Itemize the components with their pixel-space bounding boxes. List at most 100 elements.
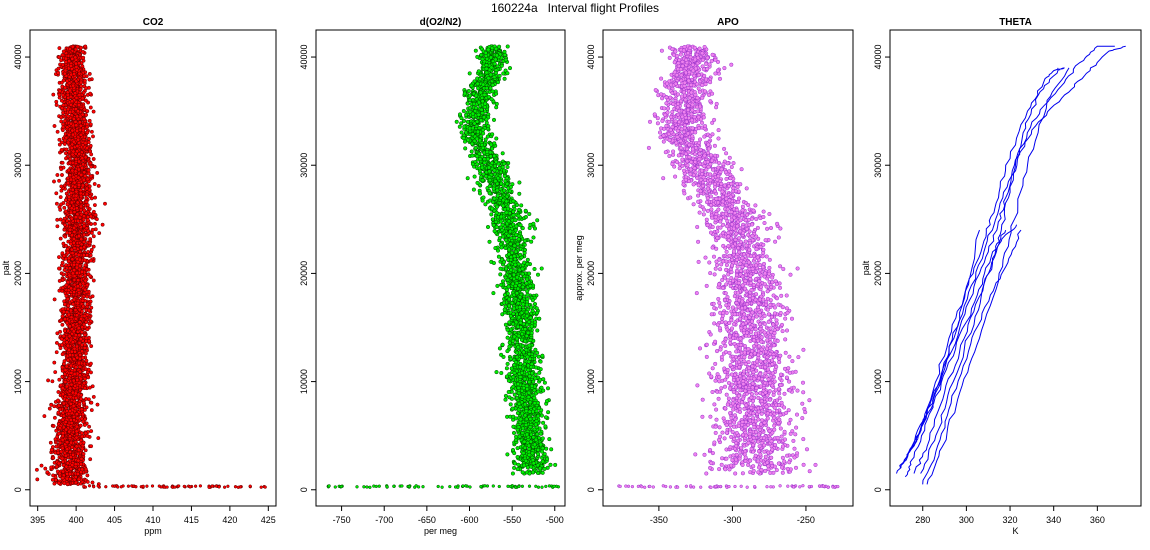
data-point — [74, 79, 79, 84]
data-point — [79, 342, 84, 347]
data-point — [69, 315, 74, 320]
data-point — [83, 155, 88, 160]
data-point — [507, 66, 513, 71]
data-point — [64, 340, 69, 345]
data-point — [66, 114, 71, 119]
data-point — [78, 337, 83, 341]
data-point — [70, 257, 75, 262]
data-point — [72, 297, 77, 302]
data-point — [66, 358, 71, 362]
data-point — [75, 301, 80, 306]
data-point — [61, 401, 66, 406]
data-point — [84, 200, 89, 204]
data-point — [75, 200, 80, 205]
data-point — [62, 268, 67, 272]
data-point — [80, 325, 85, 330]
data-point — [77, 222, 82, 227]
data-point — [67, 266, 72, 271]
data-point — [47, 406, 52, 411]
data-point — [145, 484, 149, 488]
data-point — [63, 379, 68, 384]
data-point — [39, 463, 44, 468]
data-point — [157, 484, 161, 488]
data-point — [60, 365, 65, 370]
data-point — [71, 323, 76, 328]
data-point — [74, 313, 79, 318]
data-point — [83, 263, 88, 268]
data-point — [62, 71, 67, 76]
data-point — [454, 119, 459, 124]
data-point — [89, 129, 94, 134]
data-point — [93, 195, 98, 200]
data-point — [57, 46, 62, 51]
data-point — [63, 368, 68, 373]
data-point — [177, 484, 181, 488]
data-point — [64, 283, 69, 288]
data-point — [68, 434, 72, 439]
data-point — [527, 211, 532, 217]
data-point — [66, 181, 71, 186]
data-point — [64, 384, 69, 389]
data-point — [88, 457, 93, 462]
data-point — [82, 117, 87, 122]
data-point — [64, 243, 69, 248]
data-point — [90, 294, 95, 299]
data-point — [71, 329, 76, 334]
data-point — [73, 335, 78, 340]
data-point — [65, 447, 70, 452]
data-point — [86, 140, 91, 145]
data-point — [85, 473, 90, 478]
data-point — [85, 327, 90, 332]
data-point — [87, 385, 92, 390]
data-point — [75, 471, 80, 476]
data-point — [62, 359, 67, 364]
x-tick-label: 425 — [261, 515, 276, 525]
data-point — [505, 361, 510, 366]
data-point — [72, 71, 77, 76]
data-point — [495, 283, 500, 288]
data-point — [87, 184, 92, 189]
data-point — [86, 171, 91, 176]
data-point — [76, 477, 81, 482]
x-tick-label: 400 — [69, 515, 84, 525]
data-point — [71, 132, 75, 137]
data-point — [79, 45, 83, 50]
data-point — [81, 400, 86, 405]
data-point — [77, 183, 82, 188]
data-point — [70, 463, 75, 468]
data-point — [45, 470, 50, 475]
data-point — [61, 309, 66, 314]
data-point — [60, 392, 65, 397]
data-point — [96, 484, 100, 488]
data-point — [69, 440, 74, 445]
data-point — [65, 482, 70, 487]
data-point — [69, 382, 74, 387]
data-point — [95, 170, 100, 175]
data-point — [63, 118, 67, 123]
data-point — [69, 206, 74, 211]
data-point — [60, 62, 65, 67]
data-point — [67, 81, 72, 86]
data-point — [71, 83, 76, 88]
data-point — [74, 265, 79, 270]
data-point — [60, 417, 65, 422]
data-point — [66, 140, 71, 145]
data-point — [81, 55, 86, 60]
data-point — [81, 451, 86, 456]
data-point — [55, 129, 60, 134]
data-point — [494, 136, 499, 141]
data-point — [54, 103, 59, 107]
data-point — [60, 456, 65, 461]
data-point — [73, 91, 78, 96]
data-point — [60, 386, 65, 391]
data-point — [35, 477, 40, 482]
data-point — [75, 378, 80, 382]
data-point — [77, 103, 81, 108]
figure-title: 160224a Interval flight Profiles — [490, 1, 660, 15]
data-point — [72, 477, 77, 482]
data-point — [56, 481, 61, 485]
data-point — [79, 172, 84, 177]
data-point — [263, 485, 267, 489]
data-point — [63, 56, 68, 61]
data-point — [56, 66, 61, 71]
